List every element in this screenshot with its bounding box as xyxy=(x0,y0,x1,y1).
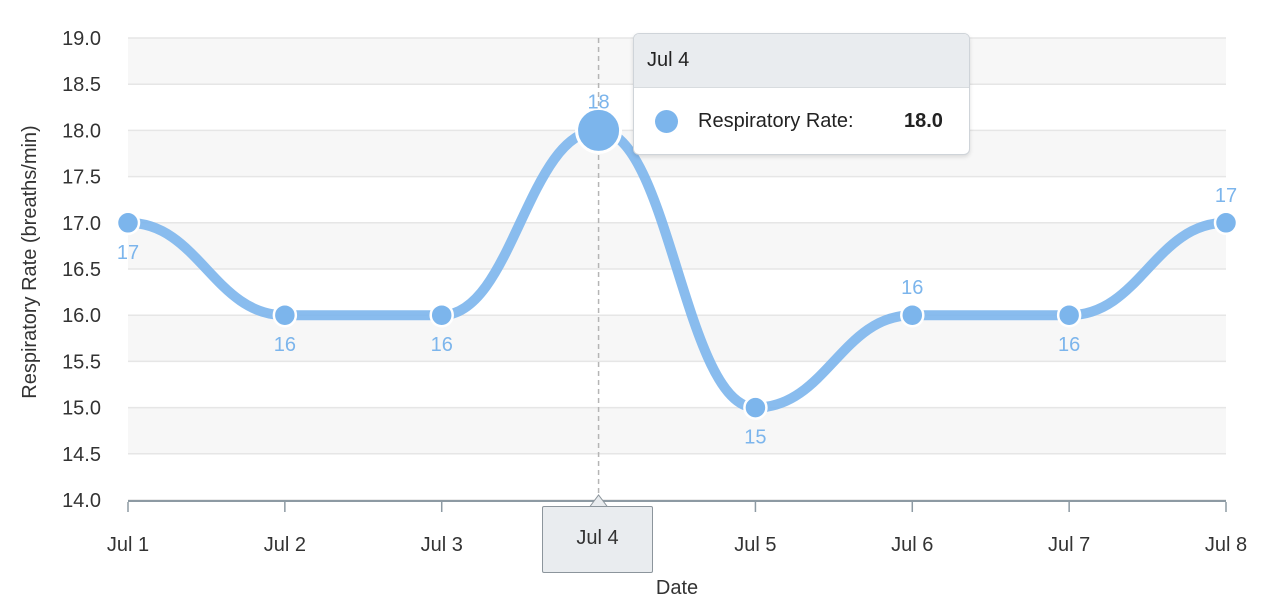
data-point xyxy=(1056,302,1082,328)
data-point xyxy=(115,210,141,236)
tooltip-series-dot-icon xyxy=(655,110,678,133)
series-line xyxy=(123,125,1231,413)
x-tick-label: Jul 6 xyxy=(891,534,933,556)
data-point xyxy=(272,302,298,328)
plot-band xyxy=(128,176,1226,223)
x-tick-label: Jul 7 xyxy=(1048,534,1090,556)
data-point xyxy=(900,302,925,328)
tooltip-series-name: Respiratory Rate: xyxy=(698,110,854,132)
data-point xyxy=(429,302,454,328)
y-axis-title: Respiratory Rate (breaths/min) xyxy=(19,125,41,398)
y-tick-label: 16.0 xyxy=(62,305,101,327)
data-labels: 17 16 16 18 15 16 16 17 xyxy=(117,91,1237,448)
tooltip-header: Jul 4 xyxy=(634,34,969,88)
data-point xyxy=(575,106,623,154)
y-axis-ticks: 14.0 14.5 15.0 15.5 16.0 16.5 17.0 17.5 18.0 18.5… xyxy=(62,28,101,512)
y-tick-label: 15.5 xyxy=(62,351,101,373)
crosshair-x-label: Jul 4 xyxy=(542,506,653,573)
y-tick-label: 18.0 xyxy=(62,120,101,142)
tooltip: Jul 4 Respiratory Rate: 18.0 xyxy=(633,33,970,155)
plot-band xyxy=(128,407,1226,454)
data-label: 16 xyxy=(274,334,296,356)
y-tick-label: 19.0 xyxy=(62,28,101,50)
y-tick-label: 15.0 xyxy=(62,398,101,420)
data-label: 17 xyxy=(117,242,139,264)
plot-band xyxy=(128,361,1226,408)
data-label: 16 xyxy=(901,277,923,299)
y-tick-label: 16.5 xyxy=(62,259,101,281)
data-label: 16 xyxy=(431,334,453,356)
tooltip-value: 18.0 xyxy=(904,110,943,132)
x-tick-label: Jul 2 xyxy=(264,534,306,556)
x-tick-label: Jul 1 xyxy=(107,534,149,556)
y-tick-label: 17.5 xyxy=(62,167,101,189)
x-axis: Jul 1 Jul 2 Jul 3 Jul 5 Jul 6 Jul 7 Jul 8 xyxy=(107,500,1247,556)
plot-band xyxy=(128,315,1226,362)
data-label: 15 xyxy=(744,427,766,449)
data-point xyxy=(1213,210,1239,236)
series-respiratory-rate xyxy=(115,106,1239,420)
y-tick-label: 17.0 xyxy=(62,213,101,235)
y-tick-label: 18.5 xyxy=(62,74,101,96)
data-label: 16 xyxy=(1058,334,1080,356)
x-tick-label: Jul 5 xyxy=(734,534,776,556)
data-label: 18 xyxy=(587,91,609,113)
tooltip-body: Respiratory Rate: 18.0 xyxy=(634,88,969,154)
x-tick-label: Jul 8 xyxy=(1205,534,1247,556)
plot-band xyxy=(128,453,1226,500)
y-tick-label: 14.5 xyxy=(62,444,101,466)
data-point xyxy=(743,395,768,420)
y-tick-label: 14.0 xyxy=(62,490,101,512)
x-tick-label: Jul 3 xyxy=(421,534,463,556)
data-label: 17 xyxy=(1215,185,1237,207)
x-axis-title: Date xyxy=(656,577,698,599)
